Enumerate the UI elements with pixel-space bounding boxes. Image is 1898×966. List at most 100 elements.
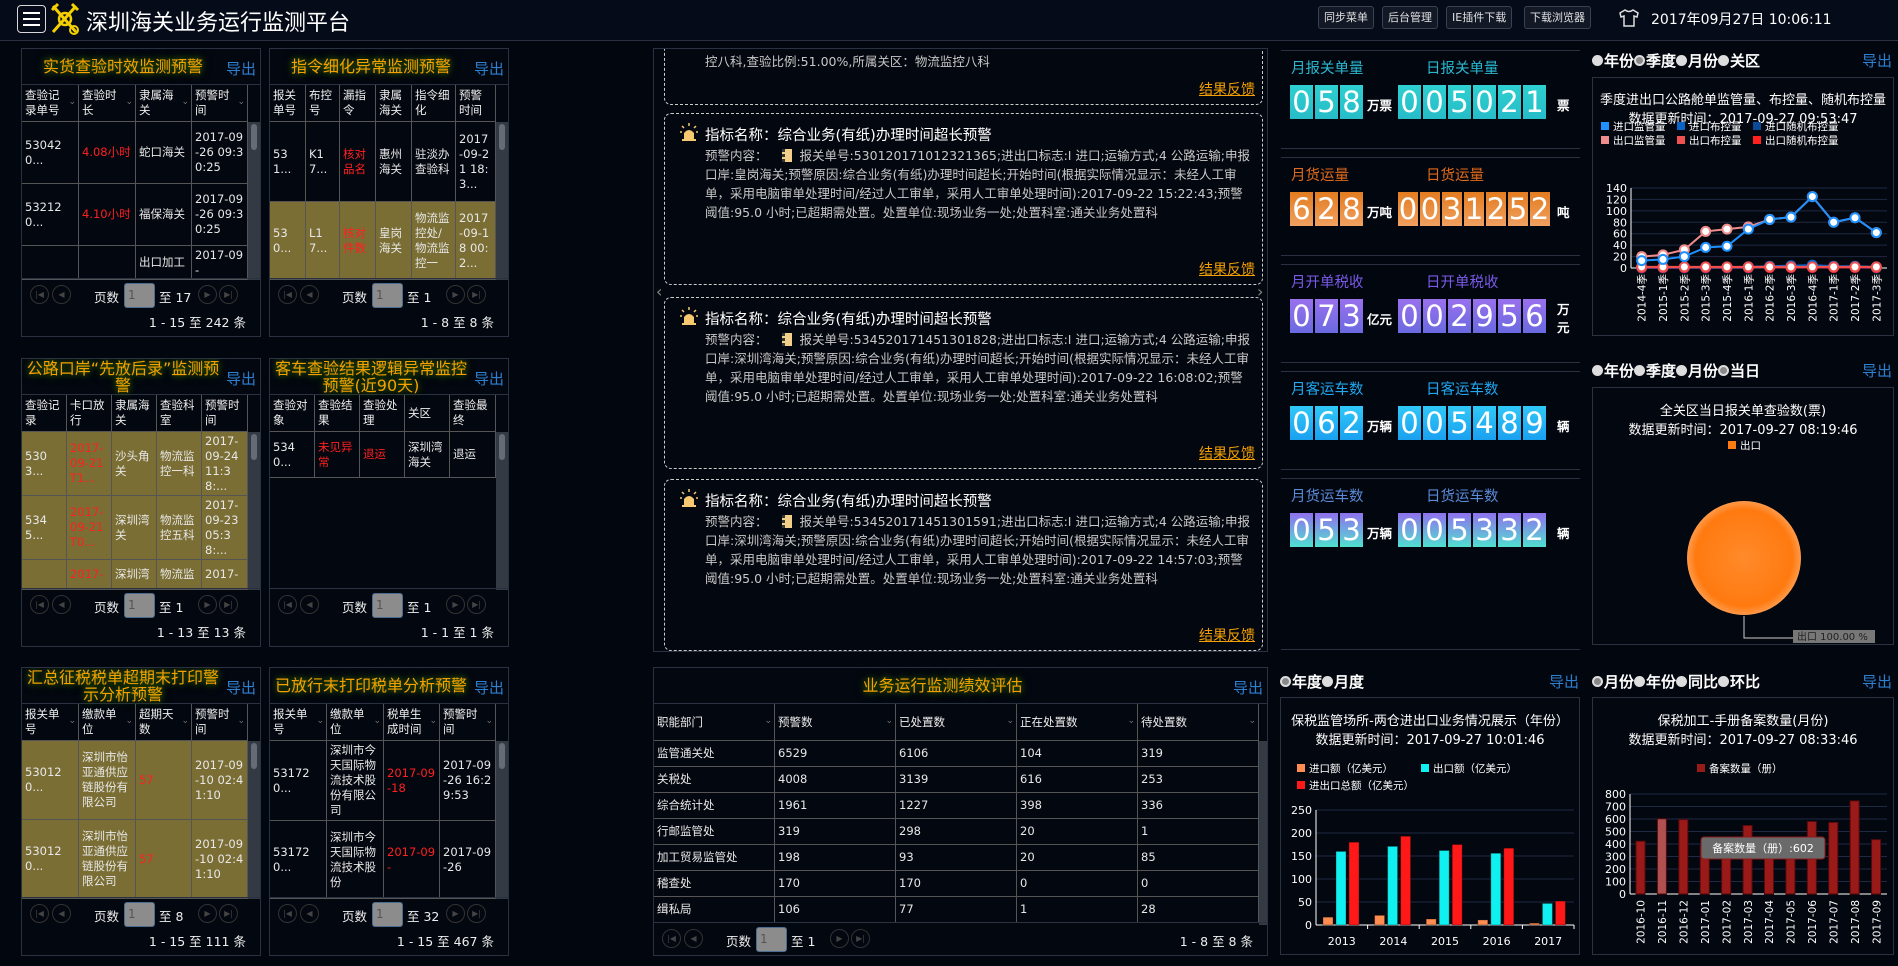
column-header[interactable]: 隶属海关 [376, 85, 412, 121]
period-radio-option[interactable]: 年份 [1634, 671, 1676, 692]
table-row[interactable]: 监管通关处 6529 6106 104 319 [654, 741, 1259, 767]
column-header[interactable]: 查验记录 [22, 395, 67, 431]
table-row[interactable]: 综合统计处 1961 1227 398 336 [654, 793, 1259, 819]
table-row[interactable]: 加工贸易监管处 198 93 20 85 [654, 845, 1259, 871]
next-page-button[interactable]: ▶ [198, 595, 217, 614]
skin-shirt-icon[interactable] [1618, 8, 1640, 28]
data-point[interactable] [1700, 241, 1712, 253]
bar[interactable] [1438, 849, 1450, 926]
period-radio-option[interactable]: 环比 [1718, 671, 1760, 692]
bar[interactable] [1503, 847, 1515, 926]
chevron-down-icon[interactable]: ⌄ [181, 716, 189, 726]
column-header[interactable]: 税单生成时间 ⌄ [384, 704, 440, 740]
table-row[interactable]: 532120... 4.10小时 福保海关 2017-09-26 09:30:25 [22, 184, 248, 246]
next-page-button[interactable]: ▶ [446, 285, 465, 304]
legend-label[interactable]: 出口布控量 [1689, 134, 1742, 147]
table-row[interactable]: 5340... 未见异常 退运 深圳湾海关 退运 [270, 432, 496, 478]
table-row[interactable]: 530120... 深圳市怡亚通供应链股份有限公司 57 2017-09-10 02:… [22, 741, 248, 820]
legend-label[interactable]: 出口监管量 [1613, 134, 1666, 147]
radio-button[interactable] [1322, 676, 1334, 687]
bar[interactable] [1477, 919, 1489, 926]
prev-page-button[interactable]: ◀ [300, 285, 319, 304]
data-point[interactable] [1721, 240, 1733, 252]
radio-button[interactable] [1718, 365, 1730, 376]
radio-button[interactable] [1676, 365, 1688, 376]
radio-button[interactable] [1634, 55, 1646, 66]
legend-label[interactable]: 出口随机布控量 [1765, 134, 1839, 147]
table-row[interactable]: 行邮监管处 319 298 20 1 [654, 819, 1259, 845]
data-point[interactable] [1870, 227, 1882, 239]
pie-slice[interactable] [1687, 501, 1801, 615]
period-radio-option[interactable]: 月份 [1592, 671, 1634, 692]
prev-page-button[interactable]: ◀ [684, 929, 703, 948]
radio-button[interactable] [1676, 676, 1688, 687]
first-page-button[interactable]: |◀ [278, 285, 297, 304]
prev-page-button[interactable]: ◀ [52, 904, 71, 923]
data-point[interactable] [1742, 223, 1754, 235]
radio-button[interactable] [1634, 676, 1646, 687]
bar[interactable] [1828, 822, 1839, 895]
data-point[interactable] [1806, 191, 1818, 203]
table-row[interactable]: 530120... 深圳市怡亚通供应链股份有限公司 57 2017-09-10 02:… [22, 820, 248, 899]
page-input[interactable]: 1 [124, 593, 155, 618]
bar[interactable] [1635, 840, 1646, 895]
chevron-down-icon[interactable]: ⌄ [125, 97, 133, 107]
column-header[interactable]: 已处置数 ⌄ [896, 704, 1017, 740]
column-header[interactable]: 职能部门 ⌄ [654, 704, 775, 740]
radio-button[interactable] [1592, 365, 1603, 376]
column-header[interactable]: 缴款单位 ⌄ [79, 704, 136, 740]
first-page-button[interactable]: |◀ [278, 904, 297, 923]
scrollbar[interactable] [248, 122, 260, 280]
export-link[interactable]: 导出 [473, 679, 504, 697]
chevron-down-icon[interactable]: ⌄ [373, 716, 381, 726]
data-point[interactable] [1870, 261, 1882, 273]
last-page-button[interactable]: ▶| [219, 595, 238, 614]
period-radio-option[interactable]: 月份 [1676, 50, 1718, 71]
chevron-down-icon[interactable]: ⌄ [429, 716, 437, 726]
period-radio-option[interactable]: 关区 [1718, 50, 1760, 71]
legend-label[interactable]: 出口额（亿美元） [1433, 762, 1517, 775]
bar[interactable] [1387, 845, 1399, 926]
data-point[interactable] [1849, 261, 1861, 273]
first-page-button[interactable]: |◀ [30, 904, 49, 923]
scrollbar-thumb[interactable] [499, 124, 505, 150]
table-row[interactable]: 出口加工 2017-09- [22, 246, 248, 280]
bar[interactable] [1742, 825, 1753, 895]
bar[interactable] [1425, 918, 1437, 926]
next-page-button[interactable]: ▶ [446, 904, 465, 923]
chevron-down-icon[interactable]: ⌄ [181, 97, 189, 107]
radio-button[interactable] [1592, 676, 1603, 687]
next-arrow-icon[interactable]: › [1257, 282, 1264, 301]
chevron-down-icon[interactable]: ⌄ [68, 716, 76, 726]
chevron-down-icon[interactable]: ⌄ [764, 716, 772, 726]
export-link[interactable]: 导出 [225, 370, 256, 388]
scrollbar-thumb[interactable] [499, 434, 505, 460]
data-point[interactable] [1785, 261, 1797, 273]
table-row[interactable]: 530... L17... 核对件数 皇岗海关 物流监控处/物流监控一 2017-09-1… [270, 202, 496, 280]
table-row[interactable]: 缉私局 106 77 1 28 [654, 897, 1259, 923]
period-radio-option[interactable]: 月份 [1676, 360, 1718, 381]
feedback-link[interactable]: 结果反馈 [1199, 262, 1255, 278]
chevron-down-icon[interactable]: ⌄ [485, 716, 493, 726]
table-row[interactable]: 531720... 深圳市今天国际物流技术股份有限公司 2017-09-18 2017… [270, 741, 496, 821]
column-header[interactable]: 隶属海关 ⌄ [136, 85, 192, 121]
chevron-down-icon[interactable]: ⌄ [237, 716, 245, 726]
data-point[interactable] [1721, 223, 1733, 235]
data-point[interactable] [1742, 261, 1754, 273]
period-radio-option[interactable]: 年度 [1280, 671, 1322, 692]
page-input[interactable]: 1 [372, 593, 403, 618]
prev-page-button[interactable]: ◀ [300, 595, 319, 614]
column-header[interactable]: 查验科室 [157, 395, 202, 431]
scrollbar[interactable] [248, 432, 260, 590]
feedback-link[interactable]: 结果反馈 [1199, 82, 1255, 98]
page-input[interactable]: 1 [124, 283, 155, 308]
data-point[interactable] [1806, 261, 1818, 273]
chevron-down-icon[interactable]: ⌄ [125, 716, 133, 726]
column-header[interactable]: 正在处置数 ⌄ [1017, 704, 1138, 740]
page-input[interactable]: 1 [756, 927, 787, 952]
column-header[interactable]: 布控号 [306, 85, 340, 121]
scrollbar-thumb[interactable] [251, 434, 257, 460]
export-link[interactable]: 导出 [1549, 673, 1580, 691]
bar[interactable] [1451, 844, 1463, 926]
scrollbar[interactable] [248, 741, 260, 899]
